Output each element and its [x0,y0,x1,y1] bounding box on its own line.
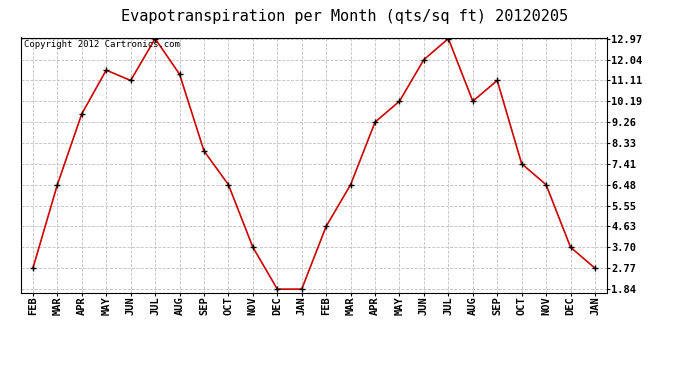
Text: Copyright 2012 Cartronics.com: Copyright 2012 Cartronics.com [23,40,179,49]
Text: Evapotranspiration per Month (qts/sq ft) 20120205: Evapotranspiration per Month (qts/sq ft)… [121,9,569,24]
